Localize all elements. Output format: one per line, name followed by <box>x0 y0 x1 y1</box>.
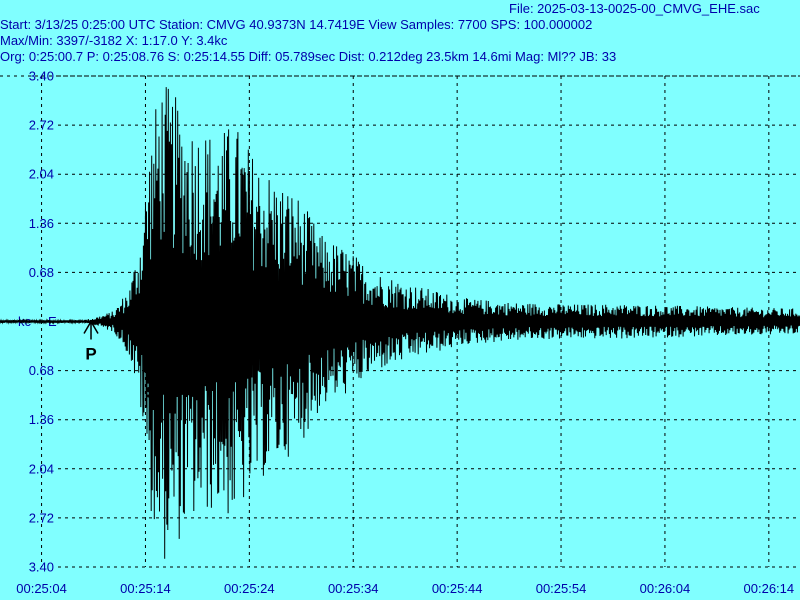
x-tick-label: 00:26:04 <box>640 581 691 596</box>
phase-marker-arrow <box>143 358 159 378</box>
seismic-trace <box>0 87 800 559</box>
x-tick-label: 00:26:14 <box>744 581 795 596</box>
phase-markers: PS <box>83 320 159 402</box>
x-tick-label: 00:25:14 <box>120 581 171 596</box>
origin-info-label: Org: 0:25:00.7 P: 0:25:08.76 S: 0:25:14.… <box>0 49 617 64</box>
x-tick-label: 00:25:04 <box>16 581 67 596</box>
max-min-label: Max/Min: 3397/-3182 X: 1:17.0 Y: 3.4kc <box>0 33 228 48</box>
y-tick-label: 3.40 <box>29 560 54 575</box>
y-tick-label: 2.04 <box>29 461 54 476</box>
y-tick-label: 2.72 <box>29 118 54 133</box>
phase-marker-s: S <box>143 358 159 402</box>
y-tick-label: 2.72 <box>29 510 54 525</box>
phase-marker-label: S <box>145 383 156 402</box>
y-tick-label: 1.36 <box>29 216 54 231</box>
x-tick-label: 00:25:34 <box>328 581 379 596</box>
y-tick-label: 3.40 <box>29 69 54 84</box>
phase-marker-arrow <box>83 320 99 340</box>
y-tick-label: 0.68 <box>29 363 54 378</box>
x-tick-label: 00:25:54 <box>536 581 587 596</box>
y-tick-label: 2.04 <box>29 167 54 182</box>
phase-marker-label: P <box>85 345 96 364</box>
x-axis-ticks: 00:25:04 00:25:14 00:25:24 00:25:34 00:25:44… <box>16 581 794 596</box>
x-tick-label: 00:25:24 <box>224 581 275 596</box>
file-name-label: File: 2025-03-13-0025-00_CMVG_EHE.sac <box>509 1 760 16</box>
x-tick-label: 00:25:44 <box>432 581 483 596</box>
y-tick-label: 1.36 <box>29 412 54 427</box>
y-tick-label: 0.68 <box>29 265 54 280</box>
start-info-label: Start: 3/13/25 0:25:00 UTC Station: CMVG… <box>0 17 593 32</box>
phase-marker-p: P <box>83 320 99 364</box>
y-axis-ticks: 3.40 2.72 2.04 1.36 0.68 0.68 1.36 2.04 2.72 3.40 <box>29 69 54 575</box>
